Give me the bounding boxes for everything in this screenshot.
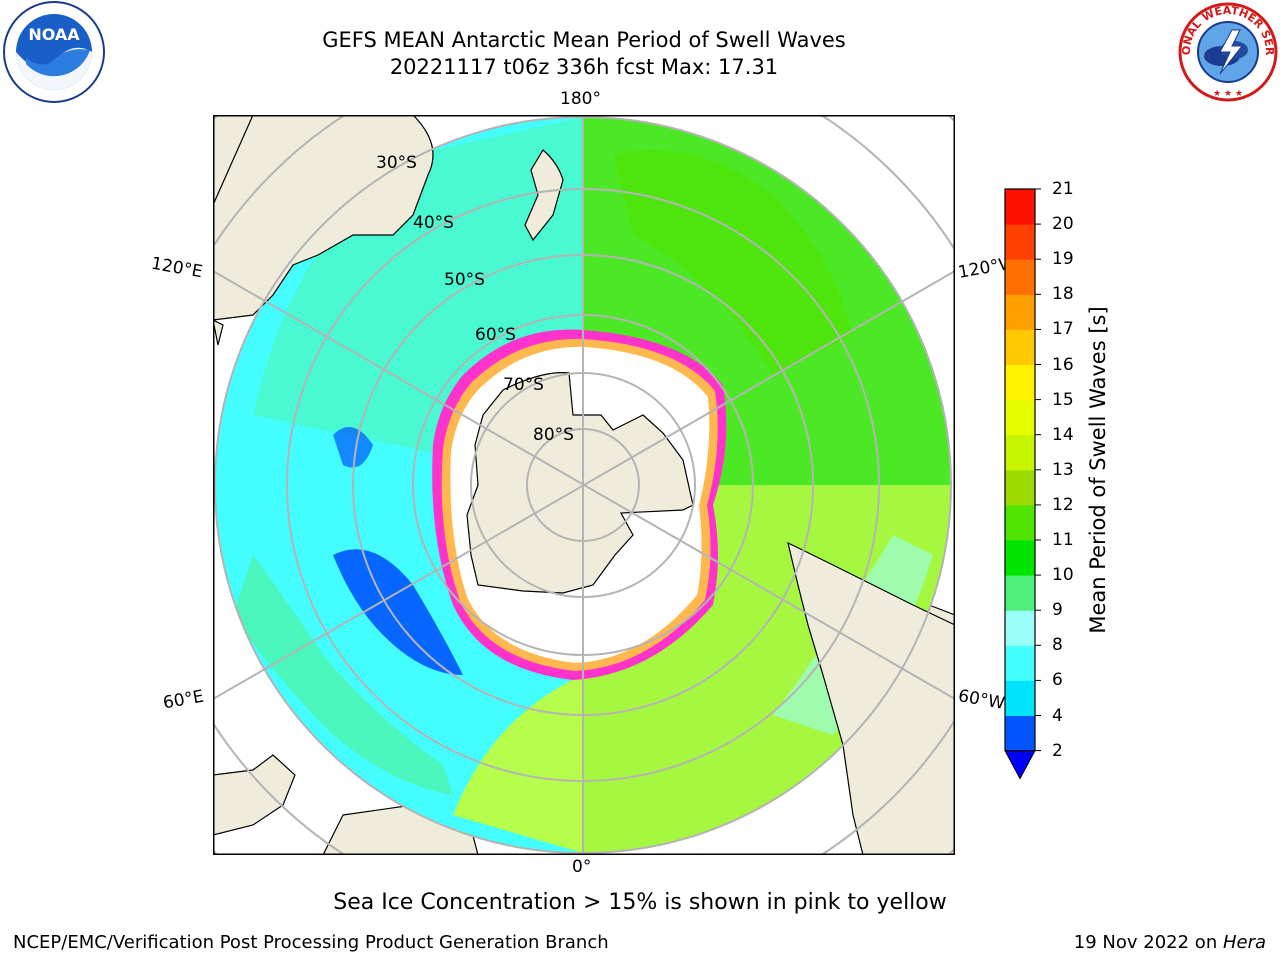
lat-label-70s: 70°S [503,375,544,395]
colorbar-label: Mean Period of Swell Waves [s] [1086,306,1110,634]
colorbar-segment [1005,434,1035,471]
colorbar-segment [1005,469,1035,506]
colorbar-tick-label: 2 [1052,740,1063,761]
colorbar-tick-label: 20 [1052,214,1074,235]
colorbar-segment [1005,540,1035,576]
colorbar-segment [1005,504,1035,541]
colorbar-segment [1005,294,1035,330]
chart-subtitle: 20221117 t06z 336h fcst Max: 17.31 [389,55,779,79]
lon-label-0: 0° [572,857,592,877]
colorbar-segment [1005,610,1035,646]
sea-ice-note: Sea Ice Concentration > 15% is shown in … [333,890,947,915]
footer-credit: NCEP/EMC/Verification Post Processing Pr… [13,932,609,953]
colorbar-segment [1005,715,1035,752]
colorbar-extend-arrow [1004,750,1036,780]
lat-label-80s: 80°S [533,425,574,445]
colorbar-segment [1005,680,1035,716]
colorbar-segment [1005,224,1035,260]
svg-text:★ ★ ★: ★ ★ ★ [1213,89,1243,99]
colorbar-segment [1005,399,1035,436]
national-weather-service-logo-icon: NATIONAL WEATHER SERVICE ★ ★ ★ [1176,0,1278,102]
lat-label-30s: 30°S [376,153,417,173]
colorbar-segment [1005,329,1035,365]
colorbar-tick-label: 16 [1052,354,1074,375]
colorbar-segment [1005,364,1035,401]
colorbar-tick-label: 9 [1052,600,1063,621]
colorbar-tick-label: 13 [1052,459,1074,480]
colorbar-tick-label: 6 [1052,670,1063,691]
lat-label-50s: 50°S [444,270,485,290]
footer-date: 19 Nov 2022 on Hera [1074,932,1266,953]
colorbar-tick-label: 19 [1052,249,1074,270]
colorbar-segment [1005,189,1035,225]
lat-label-60s: 60°S [475,325,516,345]
lon-label-180: 180° [560,89,601,109]
colorbar-tick-label: 21 [1052,179,1074,199]
lon-label-60e: 60°E [161,686,206,714]
footer-date-text: 19 Nov 2022 on [1073,932,1223,953]
colorbar-segment [1005,259,1035,295]
colorbar-tick-label: 4 [1052,705,1063,726]
colorbar-segment [1005,645,1035,681]
colorbar-tick-label: 14 [1052,424,1074,445]
colorbar-tick-label: 17 [1052,319,1074,340]
colorbar-tick-label: 15 [1052,389,1074,410]
colorbar-segment [1005,575,1035,611]
graticule [213,115,955,855]
lat-label-40s: 40°S [413,213,454,233]
lon-label-60w: 60°W [956,686,1007,714]
noaa-logo-text: NOAA [28,25,80,44]
noaa-logo-icon: NOAA [3,1,105,103]
colorbar-tick-label: 12 [1052,494,1074,515]
colorbar-tick-label: 18 [1052,284,1074,305]
footer-machine: Hera [1222,932,1266,953]
chart-title: GEFS MEAN Antarctic Mean Period of Swell… [322,28,846,52]
colorbar-tick-label: 8 [1052,635,1063,656]
colorbar-tick-label: 11 [1052,530,1074,550]
colorbar-tick-label: 10 [1052,565,1074,586]
colorbar [1004,188,1041,780]
lon-label-120e: 120°E [149,253,205,283]
polar-map [213,115,955,855]
